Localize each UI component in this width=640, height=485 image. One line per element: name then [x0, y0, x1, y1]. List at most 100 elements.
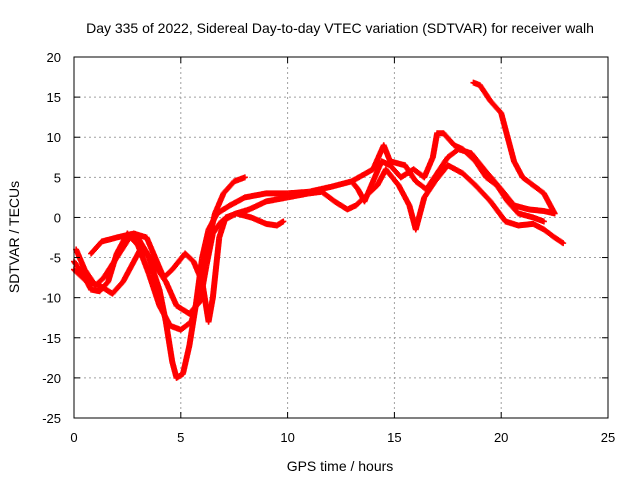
series-marker-run: [460, 171, 478, 188]
series-marker-run: [110, 279, 126, 296]
data-point: [241, 174, 248, 181]
series-marker-run: [460, 147, 478, 164]
series-track-f: [470, 79, 558, 217]
series-marker-run: [249, 215, 268, 227]
series-marker-run: [488, 199, 508, 224]
series-marker-run: [527, 206, 546, 214]
series-marker-run: [349, 179, 361, 192]
series-marker-run: [319, 189, 337, 204]
series-marker-run: [488, 99, 504, 116]
data-point: [560, 240, 567, 247]
data-point: [551, 210, 558, 217]
series-marker-run: [531, 183, 546, 196]
series-marker-run: [157, 303, 173, 328]
series-marker-run: [152, 255, 167, 280]
series-marker-run: [520, 175, 536, 188]
series-marker-run: [511, 159, 525, 180]
y-tick-label: 10: [47, 130, 61, 145]
series-marker-run: [374, 167, 389, 188]
series-marker-run: [477, 83, 493, 103]
series-marker-run: [161, 267, 175, 280]
series-marker-run: [180, 344, 193, 376]
data-point: [280, 218, 287, 225]
series-track-e: [348, 130, 547, 225]
series-marker-run: [398, 167, 416, 180]
series-marker-run: [178, 319, 194, 332]
series-marker-run: [328, 178, 354, 190]
series-track-d: [88, 162, 567, 325]
series-marker-run: [210, 219, 224, 236]
series-marker-run: [504, 135, 517, 163]
series-marker-run: [552, 235, 565, 246]
series-marker-run: [144, 235, 158, 260]
y-tick-label: 20: [47, 50, 61, 65]
series-marker-run: [191, 259, 205, 284]
series-marker-run: [174, 303, 192, 316]
series-marker-run: [422, 179, 438, 200]
series-track-c: [71, 210, 287, 317]
series-track-b: [71, 174, 248, 333]
series-marker-run: [503, 218, 520, 229]
x-tick-label: 15: [387, 430, 401, 445]
y-axis-label: SDTVAR / TECUs: [6, 181, 22, 293]
grid-layer: [74, 57, 608, 418]
series-marker-run: [441, 131, 457, 148]
series-marker-run: [498, 111, 511, 139]
series-marker-run: [89, 239, 104, 256]
y-tick-label: 0: [54, 210, 61, 225]
x-tick-label: 10: [280, 430, 294, 445]
series-marker-run: [146, 271, 162, 308]
series-marker-run: [473, 159, 489, 180]
series-marker-run: [170, 259, 181, 272]
plot-frame: [73, 56, 609, 419]
y-tick-label: -5: [49, 251, 61, 266]
series-marker-run: [183, 251, 196, 264]
series-marker-run: [100, 234, 119, 245]
series-marker-run: [505, 199, 521, 216]
series-marker-run: [381, 143, 393, 163]
series-marker-run: [228, 195, 247, 208]
series-marker-run: [434, 155, 450, 176]
series-marker-run: [163, 279, 179, 308]
series-marker-run: [413, 195, 427, 232]
y-tick-label: 5: [54, 170, 61, 185]
x-tick-label: 25: [601, 430, 615, 445]
series-marker-run: [247, 199, 268, 212]
series-marker-run: [388, 163, 403, 180]
x-tick-label: 20: [494, 430, 508, 445]
series-marker-run: [216, 215, 229, 240]
y-tick-label: -20: [42, 371, 61, 386]
series-marker-run: [97, 283, 115, 296]
series-marker-run: [120, 259, 137, 284]
data-point: [540, 218, 547, 225]
data-layer: [71, 79, 567, 381]
series-marker-run: [432, 163, 450, 184]
y-tick-label: -15: [42, 331, 61, 346]
series-marker-run: [494, 183, 510, 204]
y-tick-label: -10: [42, 291, 61, 306]
tick-layer: 0 5 10 15 20 25 -25 -20 -15 -10 -5 0 5 10 15 20: [42, 50, 615, 445]
x-tick-label: 0: [70, 430, 77, 445]
series-marker-run: [421, 155, 436, 179]
x-axis-label: GPS time / hours: [287, 458, 394, 474]
series-marker-run: [383, 167, 401, 188]
series-marker-run: [187, 299, 203, 316]
series-marker-run: [72, 267, 89, 284]
chart-title: Day 335 of 2022, Sidereal Day-to-day VTE…: [86, 20, 594, 36]
series-marker-run: [73, 247, 88, 272]
series-marker-run: [203, 231, 216, 268]
series-marker-run: [362, 179, 376, 204]
series-marker-run: [209, 235, 223, 300]
series-marker-run: [370, 159, 385, 184]
series-marker-run: [332, 199, 350, 212]
series-marker-run: [243, 190, 268, 201]
y-tick-label: -25: [42, 411, 61, 426]
series-marker-run: [105, 251, 120, 284]
series-marker-run: [212, 191, 226, 216]
x-tick-label: 5: [177, 430, 184, 445]
series-marker-run: [446, 162, 465, 176]
series-marker-run: [473, 183, 493, 204]
series-marker-run: [396, 183, 412, 208]
